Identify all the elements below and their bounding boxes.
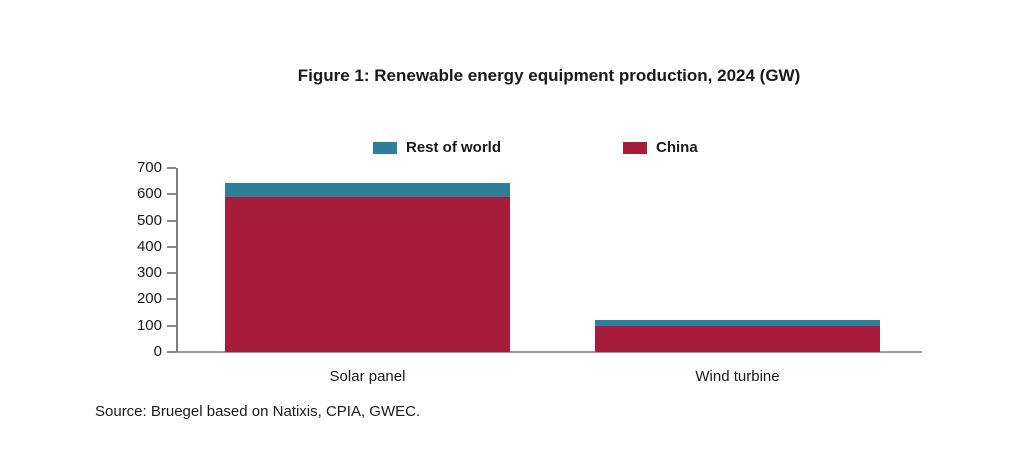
y-tick-label: 100: [136, 316, 162, 334]
x-axis-line: [167, 351, 922, 353]
legend: Rest of world China: [373, 139, 698, 156]
y-tick-label: 500: [136, 211, 162, 229]
legend-swatch-rest-of-world: [373, 141, 397, 154]
bar-segment-rest-of-world: [225, 183, 510, 197]
bar-segment-rest-of-world: [595, 320, 880, 326]
y-tick: [167, 167, 176, 169]
y-tick-label: 300: [136, 264, 162, 282]
y-tick-label: 200: [136, 290, 162, 308]
y-tick-label: 600: [136, 185, 162, 203]
y-tick-label: 700: [136, 159, 162, 176]
y-tick: [167, 298, 176, 301]
y-tick: [167, 324, 176, 327]
y-tick-label: 0: [153, 343, 162, 360]
legend-item-rest-of-world: Rest of world: [373, 139, 501, 156]
x-axis-label-wind-turbine: Wind turbine: [695, 368, 780, 385]
bar-solar-panel: [225, 183, 510, 352]
y-tick: [167, 245, 176, 248]
bar-segment-china: [225, 197, 510, 352]
legend-swatch-china: [623, 141, 648, 154]
legend-label-china: China: [656, 139, 698, 156]
x-axis-label-solar-panel: Solar panel: [329, 368, 406, 385]
plot-area: 0 100 200 300 400 500 600 700 Solar panel Wind tu…: [137, 159, 922, 385]
chart-title: Figure 1: Renewable energy equipment pro…: [297, 66, 801, 85]
legend-label-rest-of-world: Rest of world: [406, 139, 502, 156]
source-note: Source: Bruegel based on Natixis, CPIA, …: [95, 403, 421, 420]
bar-wind-turbine: [595, 320, 880, 352]
y-tick-label: 400: [136, 237, 162, 255]
y-tick: [167, 351, 176, 353]
bar-segment-china: [595, 326, 880, 352]
y-axis-line: [176, 168, 178, 352]
y-tick: [167, 272, 176, 275]
y-tick: [167, 193, 176, 196]
y-tick: [167, 219, 176, 222]
legend-item-china: China: [623, 139, 698, 156]
